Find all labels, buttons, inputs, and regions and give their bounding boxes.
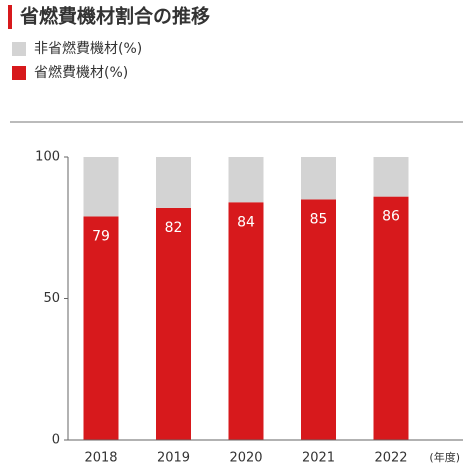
legend-label: 省燃費機材(%) xyxy=(34,64,128,81)
x-tick-label: 2018 xyxy=(84,451,117,464)
x-tick-label: 2021 xyxy=(302,451,335,464)
chart-title: 省燃費機材割合の推移 xyxy=(19,5,210,28)
x-tick-label: 2019 xyxy=(157,451,190,464)
bar-segment xyxy=(156,207,191,440)
bar-segment xyxy=(301,199,336,440)
bar-segment xyxy=(373,196,409,440)
bar-segment xyxy=(228,202,264,440)
bar-segment xyxy=(373,157,409,197)
title-accent xyxy=(8,5,12,29)
value-label: 86 xyxy=(382,209,400,225)
legend-swatch xyxy=(12,66,26,80)
legend-swatch xyxy=(12,42,26,56)
value-label: 84 xyxy=(237,214,255,230)
value-label: 82 xyxy=(165,220,183,236)
bar-segment xyxy=(83,216,119,440)
bar-segment xyxy=(156,157,191,208)
bar-segment xyxy=(83,157,119,217)
x-tick-label: 2022 xyxy=(374,451,407,464)
value-label: 85 xyxy=(310,211,328,227)
x-tick-label: 2020 xyxy=(229,451,262,464)
x-axis-unit: (年度) xyxy=(429,450,460,464)
bar-segment xyxy=(301,157,336,200)
bar-segment xyxy=(228,157,264,203)
y-tick-label: 50 xyxy=(43,291,60,306)
y-tick-label: 100 xyxy=(35,150,60,165)
y-tick-label: 0 xyxy=(52,433,60,448)
value-label: 79 xyxy=(92,228,110,244)
legend-label: 非省燃費機材(%) xyxy=(34,40,142,57)
